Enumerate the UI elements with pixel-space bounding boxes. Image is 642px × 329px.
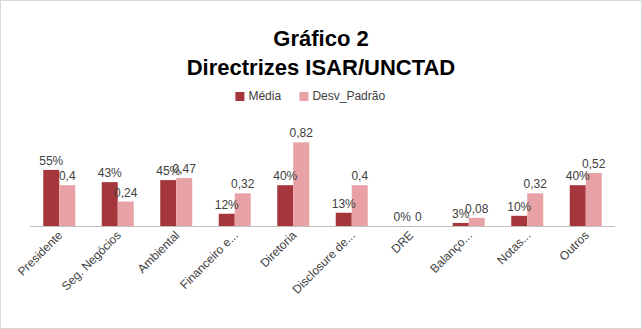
data-label: 0,32 <box>524 177 548 191</box>
bar <box>336 213 352 226</box>
bar <box>176 178 192 226</box>
data-label: 10% <box>507 200 531 214</box>
data-label: 12% <box>215 198 239 212</box>
legend-label: Desv_Padrão <box>312 89 385 103</box>
bar <box>59 185 75 226</box>
bars <box>43 142 602 226</box>
bar <box>43 170 59 226</box>
bar <box>469 218 485 226</box>
x-tick-label: Outros <box>557 228 592 263</box>
bar <box>219 214 235 226</box>
x-axis <box>30 226 615 227</box>
data-label: 0,32 <box>231 177 255 191</box>
data-label: 55% <box>39 154 63 168</box>
data-label: 0% <box>394 210 412 224</box>
title: Gráfico 2 <box>273 26 368 51</box>
data-label: 0,47 <box>173 162 197 176</box>
bar <box>118 202 134 226</box>
x-tick-label: Disclosure de... <box>289 228 357 296</box>
data-labels: 55%43%45%12%40%13%0%3%10%40%0,40,240,470… <box>39 126 606 224</box>
subtitle: Directrizes ISAR/UNCTAD <box>187 55 456 80</box>
legend: Média Desv_Padrão <box>235 89 385 103</box>
x-tick-label: Ambiental <box>135 228 183 276</box>
data-label: 0,82 <box>290 126 314 140</box>
data-label: 13% <box>332 197 356 211</box>
x-tick-label: DRE <box>389 228 417 256</box>
data-label: 40% <box>566 169 590 183</box>
bar <box>453 223 469 226</box>
bar <box>277 185 293 226</box>
data-label: 0 <box>415 210 422 224</box>
x-tick-label: Diretoria <box>257 228 299 270</box>
x-tick-labels: PresidenteSeg. NegóciosAmbientalFinancei… <box>15 228 592 297</box>
data-label: 0,08 <box>465 202 489 216</box>
bar <box>160 180 176 226</box>
x-tick-label: Presidente <box>15 228 66 279</box>
bar <box>394 226 410 227</box>
data-label: 43% <box>98 166 122 180</box>
x-tick-label: Notas... <box>494 228 533 267</box>
data-label: 0,4 <box>59 169 76 183</box>
bar <box>570 185 586 226</box>
chart-frame <box>1 1 642 329</box>
data-label: 0,52 <box>582 157 606 171</box>
data-label: 40% <box>273 169 297 183</box>
data-label: 0,4 <box>351 169 368 183</box>
bar <box>511 216 527 226</box>
legend-swatch <box>235 92 244 101</box>
chart: Gráfico 2 Directrizes ISAR/UNCTAD Média Des… <box>0 0 642 329</box>
x-tick-label: Financeiro e... <box>177 228 241 292</box>
x-tick-label: Seg. Negócios <box>59 228 124 293</box>
data-label: 0,24 <box>114 186 138 200</box>
bar <box>410 226 426 227</box>
legend-label: Média <box>248 89 281 103</box>
bar <box>293 142 309 226</box>
x-tick-label: Balanço... <box>427 228 475 276</box>
legend-swatch <box>299 92 308 101</box>
